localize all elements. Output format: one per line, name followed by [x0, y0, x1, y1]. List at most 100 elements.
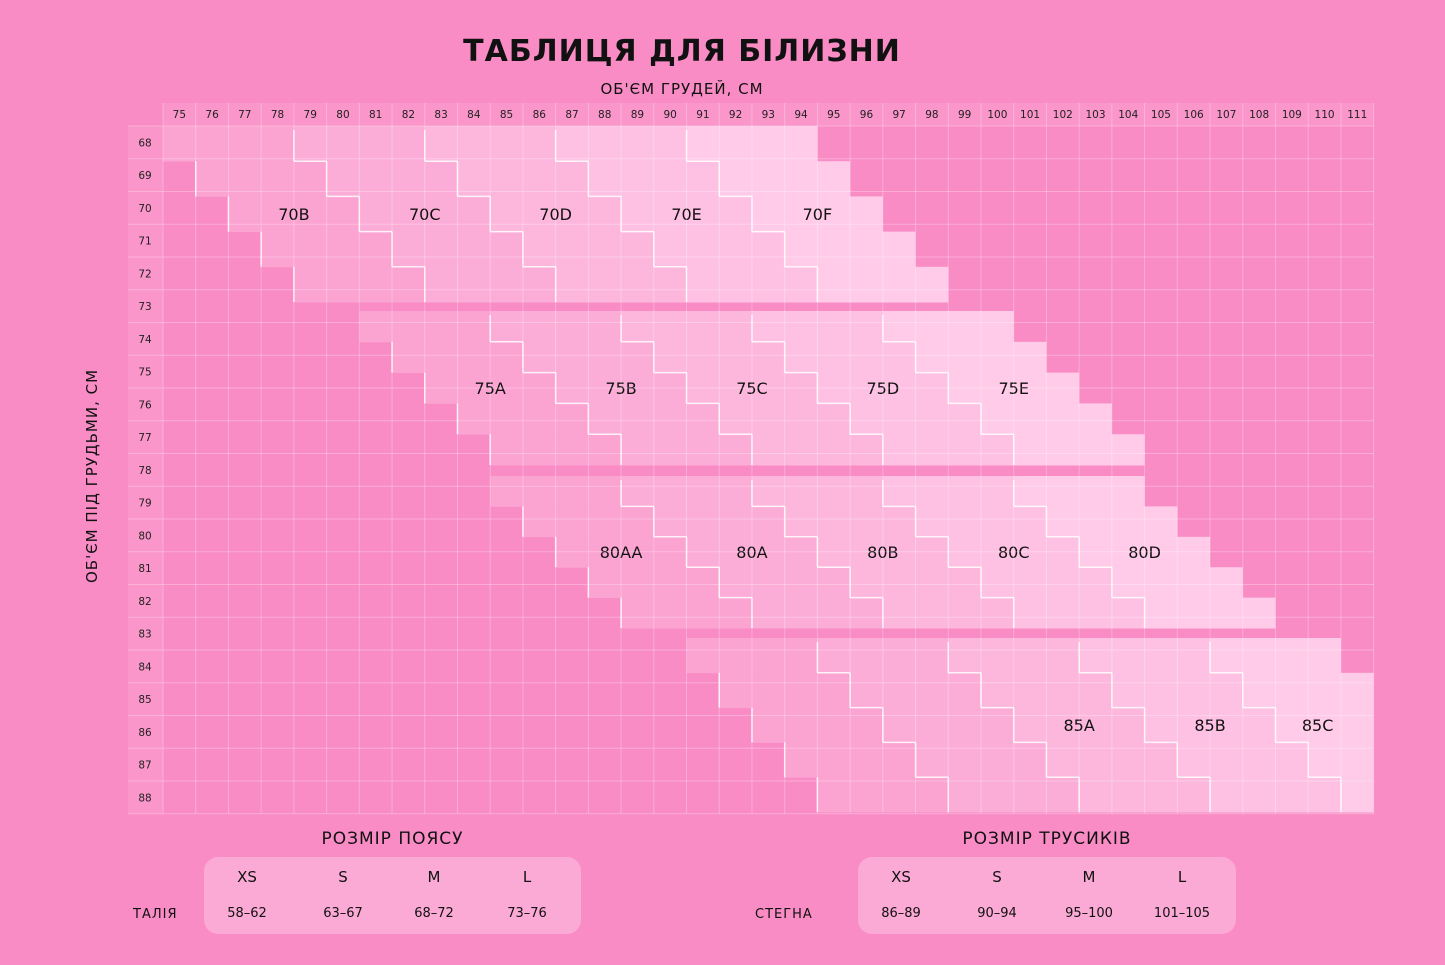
size-block-cell — [850, 403, 981, 435]
row-header-band — [128, 126, 163, 814]
column-tick-label: 83 — [434, 109, 447, 121]
size-block-cell — [1275, 707, 1374, 743]
column-tick-label: 81 — [369, 109, 382, 121]
size-block-cell — [882, 311, 1014, 343]
belt-size: S — [338, 868, 348, 886]
size-block-80B: 80B — [751, 476, 1014, 629]
panties-size: S — [992, 868, 1002, 886]
size-block-cell — [621, 476, 752, 507]
size-block-75D: 75D — [751, 311, 1014, 466]
size-block-cell — [817, 372, 949, 404]
size-block-cell — [948, 777, 1080, 813]
size-block-cell — [490, 476, 622, 507]
column-tick-label: 85 — [500, 109, 513, 121]
row-tick-label: 76 — [138, 399, 152, 411]
size-block-cell — [293, 266, 425, 303]
row-tick-label: 86 — [138, 727, 152, 739]
column-tick-label: 101 — [1020, 109, 1040, 121]
row-tick-label: 84 — [138, 661, 152, 673]
size-block-cell — [948, 372, 1080, 404]
row-tick-label: 71 — [138, 236, 151, 248]
size-block-cell — [751, 311, 883, 343]
size-block-cell — [948, 638, 1080, 674]
size-block-cell — [392, 341, 523, 374]
size-block-cell — [1177, 742, 1309, 778]
size-block-cell — [686, 372, 818, 404]
size-block-cell — [915, 341, 1047, 374]
size-block-cell — [457, 161, 589, 197]
column-tick-label: 102 — [1053, 109, 1073, 121]
size-block-cell — [588, 403, 720, 435]
size-label: 75A — [475, 379, 506, 398]
column-tick-label: 108 — [1249, 109, 1269, 121]
row-tick-label: 83 — [138, 629, 151, 641]
size-block-cell — [686, 126, 818, 162]
size-block-75B: 75B — [489, 311, 752, 466]
panties-value: 95–100 — [1065, 906, 1113, 921]
bra-size-grid: 70B 70C 70D 70E 70F 75A 75B 75C 75D 75E 80AA 80A 80B… — [128, 103, 1375, 815]
column-tick-label: 76 — [205, 109, 219, 121]
size-block-cell — [1340, 777, 1374, 813]
column-tick-label: 86 — [533, 109, 547, 121]
size-block-cell — [424, 372, 556, 404]
belt-size: M — [427, 868, 441, 886]
row-tick-label: 74 — [138, 334, 152, 346]
size-label: 80D — [1128, 543, 1161, 562]
size-block-cell — [359, 311, 491, 343]
row-tick-label: 80 — [138, 530, 151, 542]
size-block-cell — [719, 403, 851, 435]
size-label: 80B — [867, 543, 898, 562]
size-block-cell — [817, 638, 949, 674]
row-tick-label: 77 — [138, 432, 151, 444]
size-block-cell — [490, 196, 622, 233]
row-tick-label: 75 — [138, 367, 151, 379]
row-tick-label: 68 — [138, 137, 151, 149]
size-block-cell — [981, 403, 1112, 435]
row-tick-label: 70 — [138, 203, 151, 215]
size-label: 85C — [1302, 716, 1334, 735]
size-block-cell — [261, 231, 393, 268]
size-block-cell — [555, 536, 687, 568]
size-block-cell — [686, 638, 818, 674]
size-block-cell — [359, 196, 491, 233]
size-block-cell — [1013, 707, 1145, 743]
row-tick-label: 72 — [138, 268, 151, 280]
size-block-cell — [915, 506, 1047, 538]
size-block-cell — [228, 196, 360, 233]
size-label: 85B — [1194, 716, 1225, 735]
belt-value: 73–76 — [507, 906, 547, 921]
size-block-cell — [424, 266, 556, 303]
size-block-80A: 80A — [620, 476, 883, 629]
row-tick-label: 78 — [138, 465, 151, 477]
size-block-cell — [1144, 707, 1276, 743]
size-block-cell — [850, 567, 981, 599]
size-block-cell — [981, 567, 1112, 599]
panties-size-table: XS S M L 86–89 90–94 95–100 101–105 — [858, 857, 1236, 934]
size-block-cell — [522, 506, 654, 538]
panties-value: 101–105 — [1153, 906, 1211, 921]
size-block-cell — [784, 742, 916, 778]
size-block-cell — [621, 196, 752, 233]
column-tick-label: 88 — [598, 109, 611, 121]
size-label: 75C — [736, 379, 768, 398]
belt-size: L — [522, 868, 532, 886]
size-block-cell — [653, 506, 785, 538]
column-tick-label: 95 — [827, 109, 840, 121]
panties-size: M — [1082, 868, 1096, 886]
column-tick-label: 98 — [925, 109, 938, 121]
size-block-cell — [1046, 742, 1178, 778]
size-block-cell — [784, 231, 916, 268]
size-block-cell — [1046, 506, 1178, 538]
size-block-cell — [948, 536, 1080, 568]
belt-value: 63–67 — [323, 906, 363, 921]
row-tick-label: 73 — [138, 301, 151, 313]
size-block-cell — [719, 567, 851, 599]
column-tick-label: 94 — [794, 109, 808, 121]
size-block-cell — [1210, 638, 1341, 674]
column-tick-label: 90 — [663, 109, 676, 121]
size-block-cell — [555, 266, 687, 303]
size-block-cell — [1013, 476, 1145, 507]
size-label: 75D — [866, 379, 899, 398]
size-block-cell — [293, 126, 425, 162]
size-label: 85A — [1064, 716, 1095, 735]
